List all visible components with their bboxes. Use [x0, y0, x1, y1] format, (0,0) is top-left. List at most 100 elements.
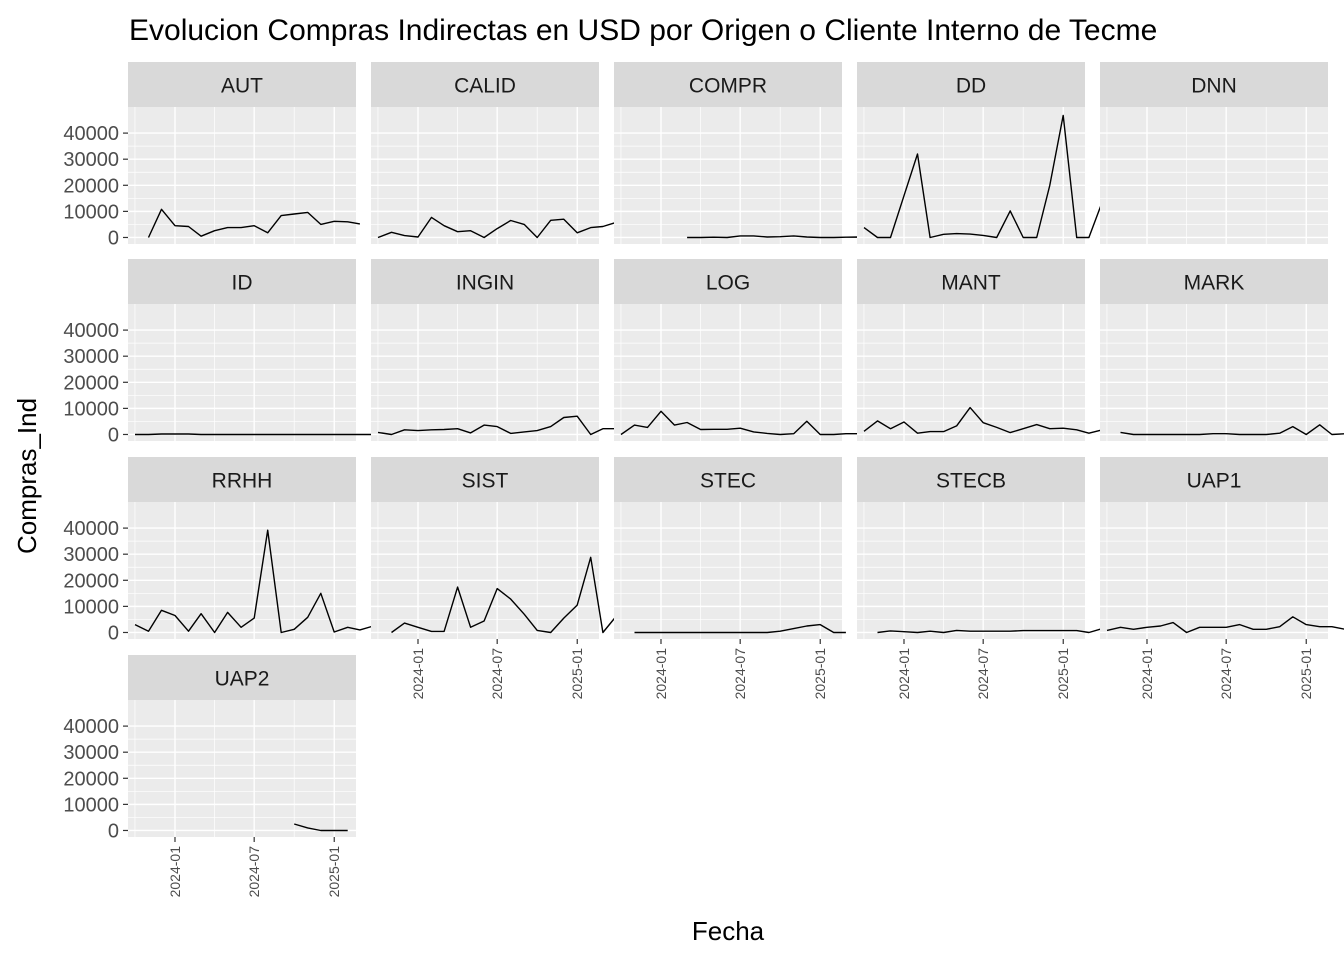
- panel-background: [614, 107, 842, 244]
- panel-background: [614, 502, 842, 639]
- facet-strip: [614, 62, 842, 107]
- series-line-dd: [863, 114, 1117, 239]
- x-tick-label: 2024-01: [410, 648, 426, 700]
- facet-mark: MARK: [1100, 259, 1344, 441]
- y-tick-label: 0: [108, 227, 119, 249]
- y-tick-label: 20000: [63, 175, 119, 197]
- series-line-stecb: [877, 627, 1103, 634]
- facet-strip-label: INGIN: [456, 272, 514, 295]
- x-tick-label: 2025-01: [1055, 648, 1071, 700]
- facet-strip: [857, 457, 1085, 502]
- x-tick-label: 2024-07: [732, 648, 748, 700]
- series-line-uap2: [294, 823, 348, 832]
- panel-background: [128, 107, 356, 244]
- y-tick-label: 30000: [63, 149, 119, 171]
- panel-background: [857, 502, 1085, 639]
- facet-strip-label: UAP1: [1187, 470, 1242, 493]
- x-axis-title: Fecha: [692, 916, 765, 946]
- facet-strip: [1100, 259, 1328, 304]
- x-tick-label: 2025-01: [326, 846, 342, 898]
- series-line-stec: [634, 623, 846, 634]
- y-tick-label: 10000: [63, 201, 119, 223]
- facet-log: LOG: [614, 259, 860, 441]
- y-axis-title: Compras_Ind: [12, 398, 42, 554]
- facet-id: ID 0 10000 20000 30000 40000: [63, 259, 374, 446]
- facet-stecb: STECB 2024-01 2024-07 2025-01: [857, 457, 1103, 700]
- facet-stec: STEC 2024-01 2024-07 2025-01: [614, 457, 846, 699]
- y-tick-label: 20000: [63, 570, 119, 592]
- facet-strip: [857, 62, 1085, 107]
- series-line-compr: [687, 235, 873, 239]
- facet-strip-label: RRHH: [212, 470, 273, 493]
- x-tick-label: 2024-07: [975, 648, 991, 700]
- panel-background: [371, 502, 599, 639]
- y-tick-label: 10000: [63, 596, 119, 618]
- panel-background: [371, 107, 599, 244]
- facet-strip-label: STECB: [936, 470, 1006, 493]
- series-line-mant: [863, 406, 1103, 434]
- facet-aut: AUT 0 10000 20000 30000 40000: [63, 62, 361, 249]
- y-tick-label: 20000: [63, 372, 119, 394]
- facet-calid: CALID: [371, 62, 617, 244]
- y-tick-label: 0: [108, 820, 119, 842]
- x-tick-label: 2024-07: [246, 846, 262, 898]
- facet-strip-label: MANT: [941, 272, 1001, 295]
- facet-strip: [128, 655, 356, 700]
- facet-dd: DD: [857, 62, 1117, 244]
- panel-background: [614, 304, 842, 441]
- series-line-rrhh: [134, 529, 374, 634]
- facet-uap1: UAP1 2024-01 2024-07 2025-01: [1100, 457, 1344, 699]
- y-tick-label: 40000: [63, 518, 119, 540]
- y-tick-label: 40000: [63, 123, 119, 145]
- x-tick-label: 2024-07: [1218, 648, 1234, 700]
- series-line-aut: [147, 208, 361, 238]
- facet-strip: [128, 259, 356, 304]
- panel-background: [1100, 304, 1328, 441]
- facet-strip-label: CALID: [454, 75, 516, 98]
- facet-strip: [371, 62, 599, 107]
- y-tick-label: 10000: [63, 398, 119, 420]
- y-tick-label: 10000: [63, 794, 119, 816]
- x-tick-label: 2025-01: [812, 648, 828, 700]
- x-tick-label: 2025-01: [569, 648, 585, 700]
- facet-strip-label: STEC: [700, 470, 756, 493]
- y-tick-label: 0: [108, 622, 119, 644]
- series-line-ingin: [377, 415, 617, 436]
- facet-strip: [1100, 62, 1328, 107]
- x-tick-label: 2024-01: [653, 648, 669, 700]
- x-tick-label: 2024-01: [1139, 648, 1155, 700]
- facet-dnn: DNN: [1100, 62, 1328, 244]
- y-tick-label: 30000: [63, 544, 119, 566]
- panel-background: [128, 700, 356, 837]
- facet-strip: [1100, 457, 1328, 502]
- facet-strip: [614, 259, 842, 304]
- series-line-mark: [1120, 424, 1344, 436]
- facet-strip: [128, 457, 356, 502]
- facet-uap2: UAP2 0 10000 20000 30000 40000 2024-01 2024-07 2…: [63, 655, 356, 897]
- panel-background: [128, 502, 356, 639]
- panel-background: [128, 304, 356, 441]
- facet-strip-label: UAP2: [215, 668, 270, 691]
- series-line-sist: [391, 556, 617, 634]
- facet-sist: SIST 2024-01 2024-07 2025-01: [371, 457, 617, 700]
- series-line-id: [135, 433, 374, 436]
- facet-compr: COMPR: [614, 62, 873, 244]
- series-line-log: [620, 410, 860, 436]
- facet-strip-label: ID: [232, 272, 253, 295]
- facet-strip-label: MARK: [1184, 272, 1245, 295]
- facet-strip-label: LOG: [706, 272, 750, 295]
- panel-background: [371, 304, 599, 441]
- series-line-calid: [377, 216, 617, 239]
- chart-title: Evolucion Compras Indirectas en USD por …: [129, 14, 1157, 47]
- facet-strip-label: COMPR: [689, 75, 767, 98]
- series-line-uap1: [1106, 616, 1344, 634]
- facet-strip-label: SIST: [462, 470, 509, 493]
- facet-ingin: INGIN: [371, 259, 617, 441]
- facet-strip: [371, 457, 599, 502]
- y-tick-label: 30000: [63, 346, 119, 368]
- panel-background: [857, 107, 1085, 244]
- facet-strip-label: DNN: [1191, 75, 1237, 98]
- facet-panels: AUT 0 10000 20000 30000 40000 CALID COMPR DD DNN I…: [63, 62, 1344, 897]
- x-tick-label: 2024-01: [167, 846, 183, 898]
